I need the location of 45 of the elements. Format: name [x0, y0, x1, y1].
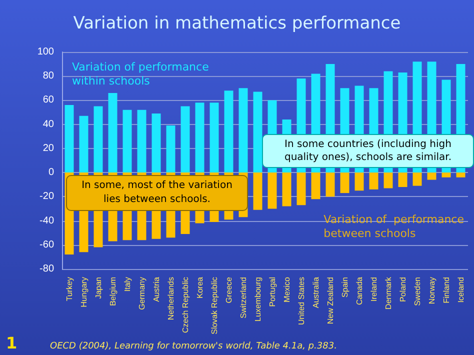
- x-tick-label: Sweden: [412, 277, 422, 306]
- y-tick-label: 40: [42, 118, 54, 130]
- x-tick-label: Japan: [94, 277, 103, 299]
- x-tick-label: Turkey: [64, 277, 74, 302]
- x-tick-label: Australia: [311, 276, 320, 308]
- x-tick-label: Switzerland: [238, 277, 248, 318]
- x-tick-label: New Zealand: [326, 277, 335, 324]
- x-tick-label: Canada: [354, 276, 364, 306]
- x-tick-label: Luxembourg: [253, 277, 262, 322]
- x-tick-label: Spain: [340, 277, 350, 298]
- x-tick-label: Poland: [398, 277, 408, 302]
- x-tick-label: Greece: [224, 276, 234, 304]
- x-tick-label: Denmark: [384, 276, 393, 310]
- x-tick-label: United States: [296, 277, 306, 326]
- x-tick-label: Slovak Republic: [210, 277, 219, 334]
- text: OECD (2004), Learning for tomorrow's world, Table 4.1a, p.383.: [50, 342, 337, 352]
- x-tick-label: Austria: [152, 276, 161, 302]
- y-tick-label: 80: [42, 70, 54, 82]
- chart-title: Variation in mathematics performance: [73, 14, 401, 34]
- series-label: Variation of performance between schools: [324, 213, 464, 240]
- x-tick-label: Italy: [122, 277, 132, 292]
- x-tick-label: Iceland: [456, 277, 466, 303]
- x-tick-label: Norway: [427, 277, 436, 304]
- series-label: Variation of performance within schools: [72, 60, 210, 88]
- callout-box: In some countries (including high quality ones), schools are similar.: [262, 134, 474, 168]
- y-tick-label: 20: [42, 142, 54, 154]
- y-tick-label: -60: [40, 239, 54, 250]
- text: 1: [6, 334, 18, 352]
- x-tick-label: Portugal: [268, 276, 277, 307]
- y-tick-label: 100: [37, 46, 54, 58]
- x-tick-label: Korea: [195, 276, 204, 298]
- x-tick-label: Czech Republic: [180, 277, 190, 334]
- y-tick-label: 60: [42, 94, 54, 106]
- x-tick-label: Mexico: [282, 276, 292, 302]
- x-tick-label: Ireland: [369, 277, 378, 302]
- x-tick-label: Belgium: [108, 276, 118, 306]
- y-tick-label: -20: [40, 191, 54, 202]
- x-tick-label: Germany: [137, 277, 146, 310]
- y-tick-label: -40: [40, 215, 54, 226]
- y-tick-label: -80: [40, 264, 54, 274]
- x-tick-label: Netherlands: [166, 277, 176, 320]
- y-tick-label: 0: [48, 167, 54, 178]
- callout-box: In some, most of the variation lies between schools.: [66, 174, 248, 211]
- x-tick-label: Hungary: [79, 277, 88, 308]
- x-tick-label: Finland: [442, 277, 451, 304]
